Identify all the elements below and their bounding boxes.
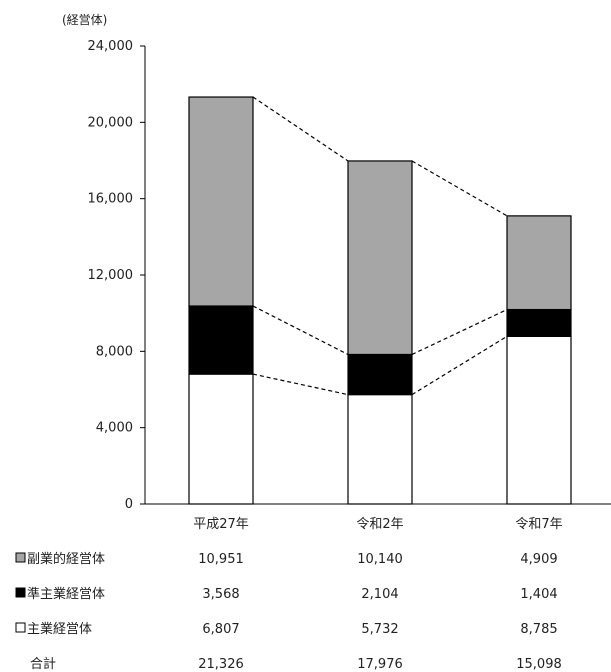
axes: 0 4,000 8,000 12,000 16,000 20,000 24,000: [88, 39, 611, 512]
bar-segment: [188, 96, 254, 307]
table-cell: 10,951: [198, 552, 244, 567]
table-row-label: 準主業経営体: [27, 586, 105, 602]
table-row-label: 主業経営体: [27, 621, 92, 637]
connector-line: [411, 160, 508, 217]
table-cell: 21,326: [198, 657, 244, 672]
table-cell: 8,785: [520, 622, 557, 637]
bar-segment: [506, 308, 572, 337]
bar-segment: [347, 394, 413, 505]
bar-segment: [347, 160, 413, 356]
connector-line: [411, 309, 508, 356]
table-cell: 3,568: [202, 587, 239, 602]
legend-swatch: [15, 552, 26, 563]
connector-line: [252, 373, 349, 396]
connector-line: [252, 96, 349, 162]
legend-swatch: [15, 587, 26, 598]
table-cell: 10,140: [357, 552, 403, 567]
table-row-label: 副業的経営体: [27, 551, 105, 567]
bar-segment: [506, 335, 572, 505]
y-unit-label: (経営体): [62, 13, 107, 27]
legend-swatch: [15, 622, 26, 633]
table-row-label: 合計: [30, 656, 56, 672]
bars: [188, 96, 572, 505]
table-cell: 2,104: [361, 587, 398, 602]
connector-line: [411, 335, 508, 396]
table-cell: 17,976: [357, 657, 403, 672]
table-cell: 6,807: [202, 622, 239, 637]
x-tick-label: 令和2年: [356, 517, 403, 532]
bar-segment: [188, 305, 254, 375]
x-tick-label: 平成27年: [193, 517, 249, 532]
table-cell: 5,732: [361, 622, 398, 637]
table-cell: 15,098: [516, 657, 562, 672]
y-tick-label: 8,000: [96, 344, 133, 359]
table-cell: 1,404: [520, 587, 557, 602]
bar-segment: [188, 373, 254, 505]
connector-line: [252, 305, 349, 355]
y-tick-label: 4,000: [96, 421, 133, 436]
data-table: 副業的経営体 10,951 10,140 4,909 準主業経営体 3,568 2,104 1…: [15, 551, 562, 672]
x-axis-labels: 平成27年 令和2年 令和7年: [193, 517, 562, 532]
x-tick-label: 令和7年: [515, 517, 562, 532]
bar-segment: [347, 353, 413, 396]
connector-lines: [252, 96, 508, 396]
bar-segment: [506, 215, 572, 311]
y-tick-label: 24,000: [88, 39, 134, 54]
table-cell: 4,909: [520, 552, 557, 567]
y-tick-label: 20,000: [88, 115, 134, 130]
y-tick-label: 12,000: [88, 268, 134, 283]
y-tick-label: 16,000: [88, 192, 134, 207]
y-tick-label: 0: [125, 497, 133, 512]
